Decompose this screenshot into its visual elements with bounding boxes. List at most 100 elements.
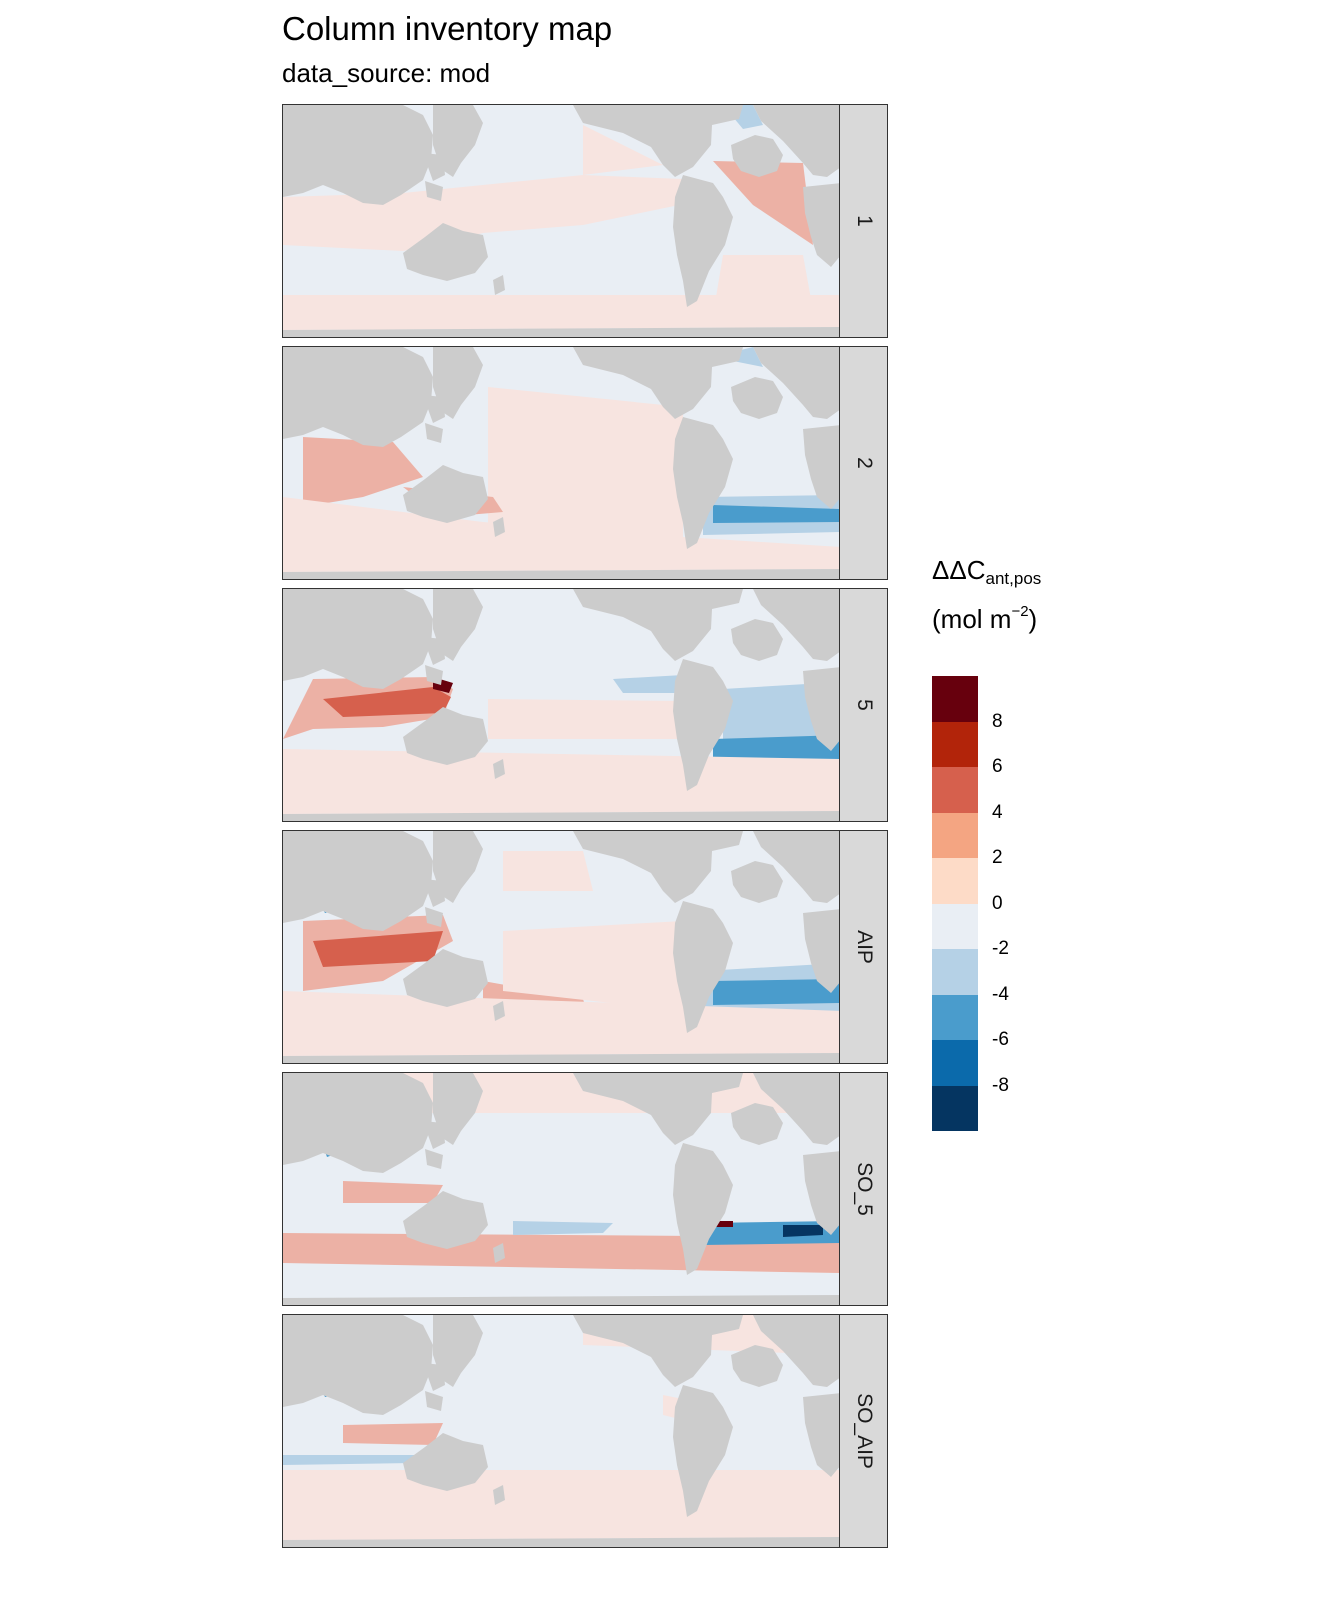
facet-strip: 1 xyxy=(840,104,888,338)
land-mass xyxy=(493,1485,505,1505)
colorbar-tick-label: 2 xyxy=(992,847,1003,868)
land-mass xyxy=(283,1053,839,1063)
map-area xyxy=(282,1072,840,1306)
facet-label: 5 xyxy=(852,699,876,711)
land-mass xyxy=(283,347,433,447)
anomaly-patch xyxy=(503,921,683,1011)
anomaly-patch xyxy=(583,125,663,175)
land-mass xyxy=(425,181,443,201)
world-map xyxy=(283,347,839,579)
anomaly-patch xyxy=(283,1470,839,1540)
land-mass xyxy=(643,347,743,369)
anomaly-patch xyxy=(513,1221,613,1235)
facet-label: 2 xyxy=(852,457,876,469)
land-mass xyxy=(803,425,839,509)
colorbar-swatch xyxy=(932,903,978,949)
land-mass xyxy=(493,759,505,779)
colorbar-tick-label: -6 xyxy=(992,1029,1009,1050)
colorbar-swatch xyxy=(932,676,978,722)
land-mass xyxy=(731,377,783,419)
colorbar-tick-label: 6 xyxy=(992,756,1003,777)
land-mass xyxy=(803,1393,839,1477)
colorbar-tick-label: 0 xyxy=(992,892,1003,914)
land-mass xyxy=(403,1433,488,1491)
land-mass xyxy=(403,465,488,523)
land-mass xyxy=(425,1149,443,1169)
map-area xyxy=(282,1314,840,1548)
land-mass xyxy=(433,589,483,661)
land-mass xyxy=(433,105,483,177)
land-mass xyxy=(731,1103,783,1145)
land-mass xyxy=(643,831,743,853)
land-mass xyxy=(283,327,839,337)
land-mass xyxy=(493,275,505,295)
land-mass xyxy=(493,517,505,537)
map-area xyxy=(282,104,840,338)
colorbar-swatch xyxy=(932,721,978,767)
anomaly-patch xyxy=(488,387,683,547)
land-mass xyxy=(283,831,433,931)
colorbar-tick-label: -2 xyxy=(992,938,1009,959)
anomaly-patch xyxy=(283,749,839,814)
world-map xyxy=(283,831,839,1063)
land-mass xyxy=(433,347,483,419)
colorbar-swatch xyxy=(932,994,978,1040)
colorbar-swatch xyxy=(932,1040,978,1086)
land-mass xyxy=(425,423,443,443)
colorbar-tick-label: 4 xyxy=(992,801,1003,823)
anomaly-patch xyxy=(303,437,423,507)
colorbar-swatch xyxy=(932,1085,978,1131)
facet-panel-so_aip: SO_AIP xyxy=(282,1314,888,1548)
colorbar-tick-label: -8 xyxy=(992,1074,1009,1096)
land-mass xyxy=(425,665,443,685)
land-mass xyxy=(673,175,733,307)
land-mass xyxy=(803,1151,839,1235)
land-mass xyxy=(283,569,839,579)
facet-panel-2: 2 xyxy=(282,346,888,580)
anomaly-patch xyxy=(283,1455,423,1465)
land-mass xyxy=(731,135,783,177)
land-mass xyxy=(753,1073,839,1145)
anomaly-patch xyxy=(713,161,813,245)
land-mass xyxy=(643,589,743,611)
land-mass xyxy=(433,831,483,903)
land-mass xyxy=(753,105,839,177)
land-mass xyxy=(425,907,443,927)
land-mass xyxy=(403,223,488,281)
chart-title: Column inventory map xyxy=(282,10,613,47)
anomaly-patch xyxy=(503,851,593,891)
anomaly-patch xyxy=(488,699,683,739)
facet-label: SO_5 xyxy=(852,1162,876,1216)
land-mass xyxy=(403,949,488,1007)
anomaly-patch xyxy=(713,735,839,761)
anomaly-patch xyxy=(783,1225,823,1237)
chart-subtitle: data_source: mod xyxy=(282,58,491,88)
colorbar-swatch xyxy=(932,858,978,904)
land-mass xyxy=(673,417,733,549)
land-mass xyxy=(753,1315,839,1387)
land-mass xyxy=(673,1143,733,1275)
anomaly-patch xyxy=(283,295,839,330)
facet-label: 1 xyxy=(852,215,876,227)
land-mass xyxy=(673,1385,733,1517)
land-mass xyxy=(731,861,783,903)
facet-strip: 5 xyxy=(840,588,888,822)
facet-strip: SO_AIP xyxy=(840,1314,888,1548)
facet-label: AIP xyxy=(852,930,876,964)
land-mass xyxy=(731,1345,783,1387)
anomaly-patch xyxy=(713,505,839,523)
world-map xyxy=(283,1315,839,1547)
colorbar-tick-label: -4 xyxy=(992,983,1009,1005)
land-mass xyxy=(803,183,839,267)
legend-unit: (mol m−2) xyxy=(932,603,1038,634)
anomaly-patch xyxy=(323,687,451,717)
facet-label: SO_AIP xyxy=(852,1393,876,1469)
colorbar-swatch xyxy=(932,812,978,858)
anomaly-patch xyxy=(613,675,683,693)
facet-panel-5: 5 xyxy=(282,588,888,822)
facet-panel-so_5: SO_5 xyxy=(282,1072,888,1306)
facet-panel-1: 1 xyxy=(282,104,888,338)
land-mass xyxy=(433,1315,483,1387)
facet-strip: AIP xyxy=(840,830,888,1064)
map-area xyxy=(282,588,840,822)
